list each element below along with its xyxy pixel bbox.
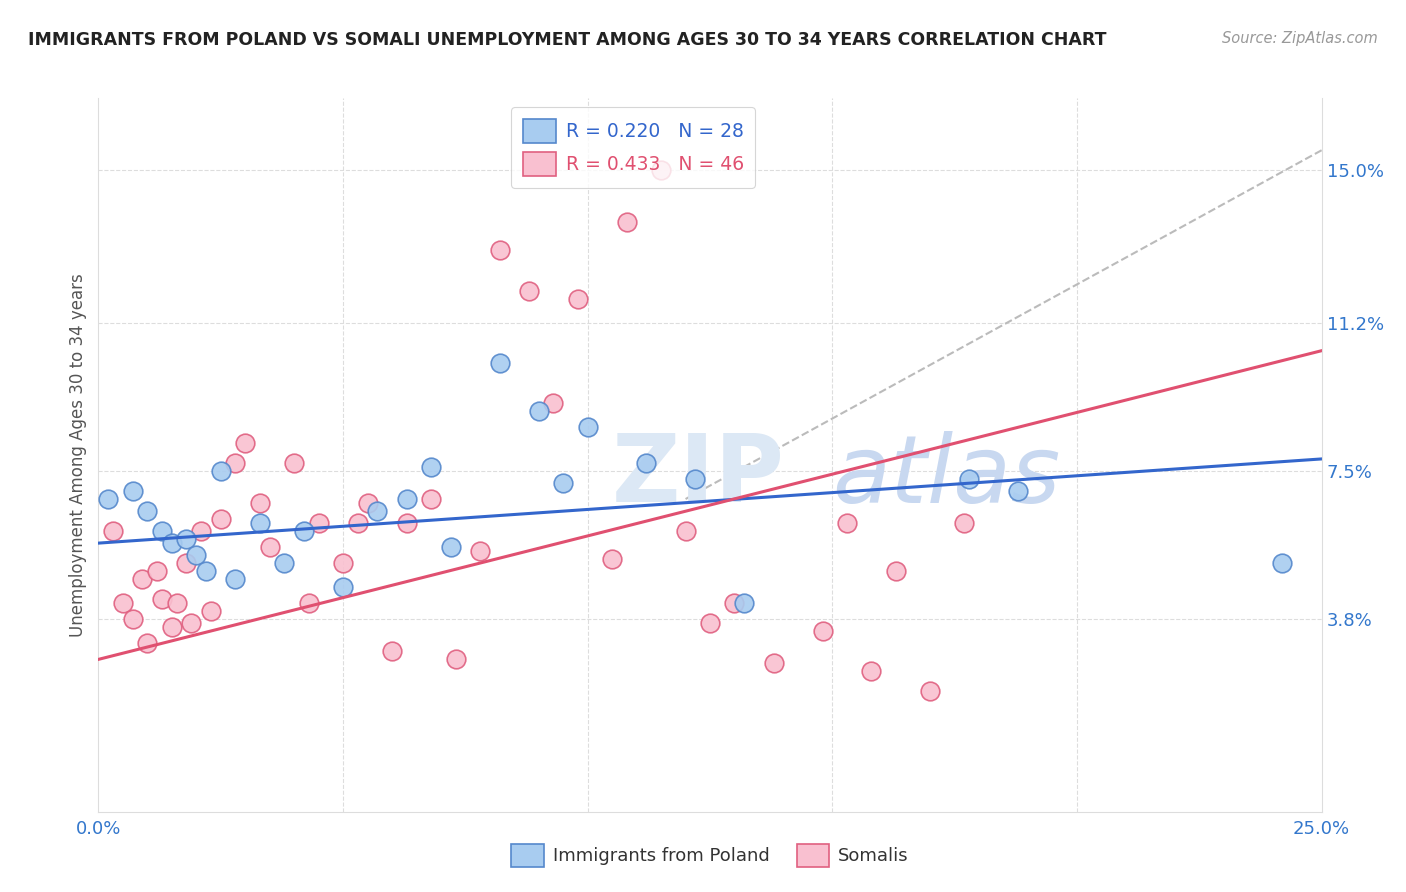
Point: [567, 292, 589, 306]
Point: [97, 491, 120, 506]
Point: [176, 556, 198, 570]
Point: [283, 456, 305, 470]
Point: [292, 524, 315, 538]
Point: [146, 564, 169, 578]
Point: [101, 524, 124, 538]
Text: atlas: atlas: [832, 431, 1060, 522]
Point: [224, 456, 246, 470]
Point: [166, 596, 188, 610]
Point: [273, 556, 295, 570]
Point: [517, 284, 540, 298]
Point: [195, 564, 218, 578]
Point: [160, 620, 183, 634]
Point: [186, 548, 208, 562]
Point: [884, 564, 907, 578]
Point: [616, 215, 638, 229]
Point: [224, 572, 246, 586]
Point: [395, 491, 418, 506]
Point: [233, 436, 256, 450]
Point: [111, 596, 134, 610]
Point: [685, 472, 707, 486]
Point: [860, 665, 883, 679]
Point: [444, 652, 467, 666]
Point: [332, 580, 354, 594]
Point: [121, 612, 143, 626]
Point: [308, 516, 330, 530]
Point: [180, 616, 202, 631]
Point: [420, 491, 443, 506]
Point: [136, 504, 159, 518]
Point: [332, 556, 354, 570]
Point: [488, 356, 510, 370]
Point: [953, 516, 976, 530]
Point: [136, 636, 159, 650]
Point: [543, 396, 565, 410]
Point: [160, 536, 183, 550]
Point: [440, 540, 463, 554]
Point: [600, 552, 623, 566]
Point: [957, 472, 980, 486]
Point: [1007, 483, 1029, 498]
Point: [209, 512, 232, 526]
Point: [346, 516, 368, 530]
Point: [468, 544, 491, 558]
Point: [488, 244, 510, 258]
Point: [131, 572, 153, 586]
Point: [762, 657, 785, 671]
Point: [176, 532, 198, 546]
Point: [200, 604, 222, 618]
Point: [835, 516, 858, 530]
Point: [420, 459, 443, 474]
Point: [650, 163, 672, 178]
Point: [811, 624, 834, 639]
Point: [553, 475, 575, 490]
Point: [636, 456, 658, 470]
Point: [150, 524, 173, 538]
Point: [723, 596, 745, 610]
Y-axis label: Unemployment Among Ages 30 to 34 years: Unemployment Among Ages 30 to 34 years: [69, 273, 87, 637]
Text: Source: ZipAtlas.com: Source: ZipAtlas.com: [1222, 31, 1378, 46]
Point: [121, 483, 143, 498]
Point: [249, 496, 271, 510]
Point: [150, 592, 173, 607]
Point: [395, 516, 418, 530]
Point: [366, 504, 388, 518]
Point: [190, 524, 212, 538]
Point: [576, 420, 599, 434]
Point: [356, 496, 378, 510]
Point: [209, 464, 232, 478]
Point: [527, 404, 550, 418]
Point: [298, 596, 321, 610]
Point: [675, 524, 697, 538]
Point: [733, 596, 755, 610]
Text: IMMIGRANTS FROM POLAND VS SOMALI UNEMPLOYMENT AMONG AGES 30 TO 34 YEARS CORRELAT: IMMIGRANTS FROM POLAND VS SOMALI UNEMPLO…: [28, 31, 1107, 49]
Point: [1271, 556, 1294, 570]
Point: [699, 616, 721, 631]
Point: [381, 644, 404, 658]
Point: [249, 516, 271, 530]
Point: [259, 540, 281, 554]
Legend: Immigrants from Poland, Somalis: Immigrants from Poland, Somalis: [503, 837, 917, 874]
Text: ZIP: ZIP: [612, 430, 785, 523]
Point: [920, 684, 942, 698]
